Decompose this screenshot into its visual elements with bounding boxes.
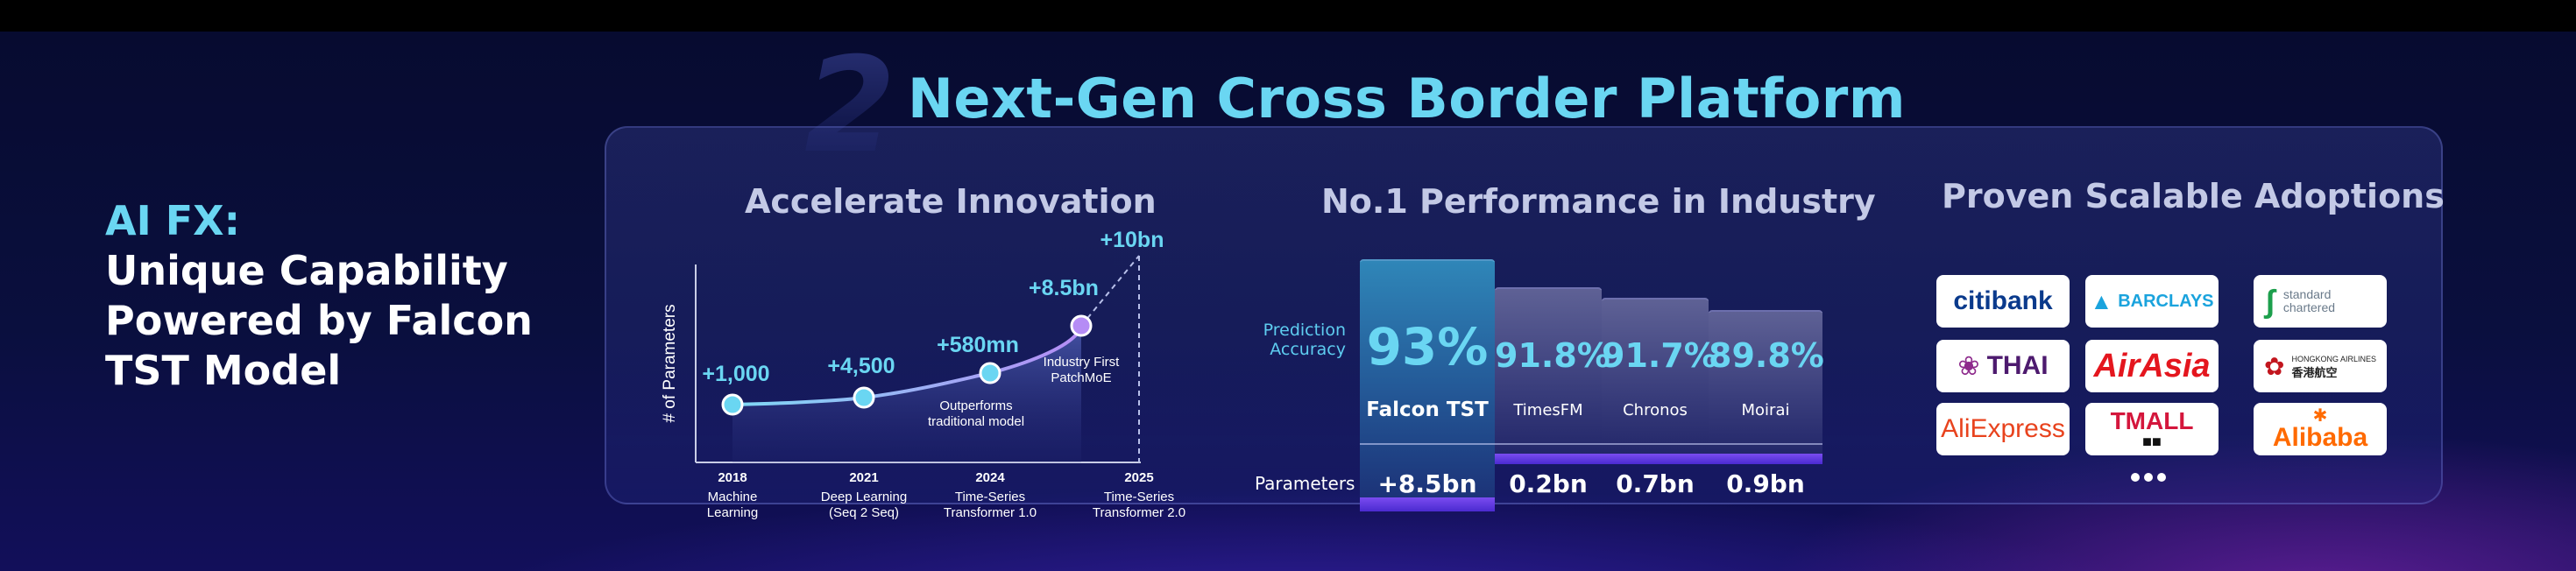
param-value: 0.7bn — [1616, 469, 1695, 498]
tick-desc: Machine — [708, 490, 758, 504]
tick-desc: (Seq 2 Seq) — [829, 505, 899, 520]
logo-thai-text: THAI — [1986, 351, 2049, 380]
more-dot — [2144, 473, 2153, 482]
logo-hk-line: HONGKONG AIRLINES — [2291, 355, 2376, 363]
point-label: +580mn — [937, 333, 1019, 357]
logo-barclays: ▲ BARCLAYS — [2085, 275, 2219, 328]
table-divider — [1360, 443, 1822, 445]
side-heading-line: Unique Capability — [105, 247, 508, 294]
logo-sc-wordmark: standard chartered — [2283, 288, 2335, 314]
logo-airasia: AirAsia — [2085, 340, 2219, 392]
tick-year: 2021 — [849, 470, 878, 485]
param-underbar — [1495, 454, 1822, 464]
tick-desc: Time-Series — [955, 490, 1025, 504]
data-point-2018 — [721, 393, 744, 416]
side-heading: AI FX: Unique Capability Powered by Falc… — [105, 196, 533, 396]
logo-aliexpress: AliExpress — [1936, 403, 2070, 455]
bar-chronos — [1602, 298, 1709, 454]
tick-year: 2018 — [718, 470, 747, 485]
performance-title: No.1 Performance in Industry — [1321, 182, 1876, 221]
innovation-title: Accelerate Innovation — [745, 182, 1157, 221]
tick-year: 2024 — [975, 470, 1005, 485]
bar-moirai — [1709, 310, 1822, 454]
page-title: Next-Gen Cross Border Platform — [908, 67, 1906, 130]
tick-desc: Learning — [707, 505, 758, 520]
point-label: +1,000 — [702, 362, 769, 386]
accuracy-label-line: Accuracy — [1270, 340, 1346, 359]
growth-area — [732, 326, 1081, 462]
param-value: 0.2bn — [1509, 469, 1588, 498]
accuracy-value: 91.8% — [1495, 336, 1610, 375]
param-highlight-bar — [1360, 497, 1495, 511]
point-label: +8.5bn — [1029, 276, 1099, 300]
adoptions-title: Proven Scalable Adoptions — [1942, 177, 2445, 215]
param-value: 0.9bn — [1726, 469, 1805, 498]
point-label: +10bn — [1100, 228, 1164, 252]
innovation-chart: # of Parameters +1,000 +4,500 +580mn +8.… — [661, 228, 1185, 520]
logo-tmall: TMALL ■■ — [2085, 403, 2219, 455]
alibaba-mark-icon: ✱ — [2312, 406, 2328, 426]
eagle-icon: ▲ — [2090, 287, 2113, 314]
side-heading-line: TST Model — [105, 347, 342, 394]
orchid-icon: ❀ — [1957, 351, 1980, 381]
growth-curve — [732, 325, 1083, 406]
more-indicator — [2131, 473, 2166, 482]
more-dot — [2157, 473, 2166, 482]
accuracy-value: 91.7% — [1602, 336, 1717, 375]
accuracy-label-line: Prediction — [1263, 321, 1346, 340]
accuracy-value: 93% — [1366, 317, 1489, 377]
logo-standard-chartered: ∫ standard chartered — [2254, 275, 2387, 328]
logo-aliexpress-text: AliExpress — [1941, 414, 2065, 443]
sc-mark-icon: ∫ — [2266, 283, 2275, 319]
logo-sc-line: standard — [2282, 287, 2332, 301]
logo-hongkong-airlines: ✿ HONGKONG AIRLINES 香港航空 — [2254, 340, 2387, 392]
model-name: TimesFM — [1513, 401, 1583, 419]
side-heading-line: Powered by Falcon — [105, 297, 533, 344]
data-point-2021 — [853, 386, 875, 409]
annotation-outperforms: traditional model — [928, 414, 1024, 429]
side-heading-ai: AI FX: — [105, 197, 241, 244]
y-axis-label: # of Parameters — [661, 304, 679, 422]
parameters-row-label: Parameters — [1255, 473, 1355, 494]
model-name: Moirai — [1741, 401, 1790, 419]
logo-barclays-text: BARCLAYS — [2118, 291, 2214, 311]
data-point-2024 — [979, 362, 1001, 384]
step-number: 2 — [804, 32, 896, 182]
data-point-patchmoe — [1070, 314, 1093, 337]
model-name: Chronos — [1623, 401, 1688, 419]
accuracy-row-label: Prediction Accuracy — [1244, 321, 1346, 359]
tick-desc: Transformer 1.0 — [944, 505, 1037, 520]
logo-citibank: citibank — [1936, 275, 2070, 328]
annotation-industry-first: PatchMoE — [1051, 370, 1111, 385]
logo-airasia-text: AirAsia — [2093, 347, 2211, 384]
logo-alibaba-text: Alibaba — [2272, 423, 2368, 452]
logo-alibaba: ✱ Alibaba — [2254, 403, 2387, 455]
logo-citibank-text: citibank — [1953, 286, 2053, 315]
cat-icon: ■■ — [2142, 433, 2162, 450]
bar-falcon-tst — [1360, 259, 1495, 511]
annotation-industry-first: Industry First — [1044, 355, 1121, 370]
logo-tmall-text: TMALL — [2110, 407, 2194, 434]
tick-desc: Transformer 2.0 — [1093, 505, 1185, 520]
point-label: +4,500 — [827, 354, 895, 378]
param-value: +8.5bn — [1377, 469, 1477, 498]
logo-thai: ❀ THAI — [1936, 340, 2070, 392]
logo-sc-line: chartered — [2282, 300, 2336, 314]
more-dot — [2131, 473, 2140, 482]
bauhinia-icon: ✿ — [2264, 352, 2285, 380]
bar-timesfm — [1495, 287, 1602, 454]
tick-desc: Time-Series — [1104, 490, 1174, 504]
tick-desc: Deep Learning — [821, 490, 907, 504]
accuracy-value: 89.8% — [1709, 336, 1824, 375]
model-name: Falcon TST — [1366, 398, 1489, 421]
logo-hk-wordmark: HONGKONG AIRLINES 香港航空 — [2291, 352, 2376, 380]
tick-year: 2025 — [1124, 470, 1153, 485]
logo-hk-line: 香港航空 — [2291, 366, 2338, 379]
annotation-outperforms: Outperforms — [939, 398, 1012, 413]
